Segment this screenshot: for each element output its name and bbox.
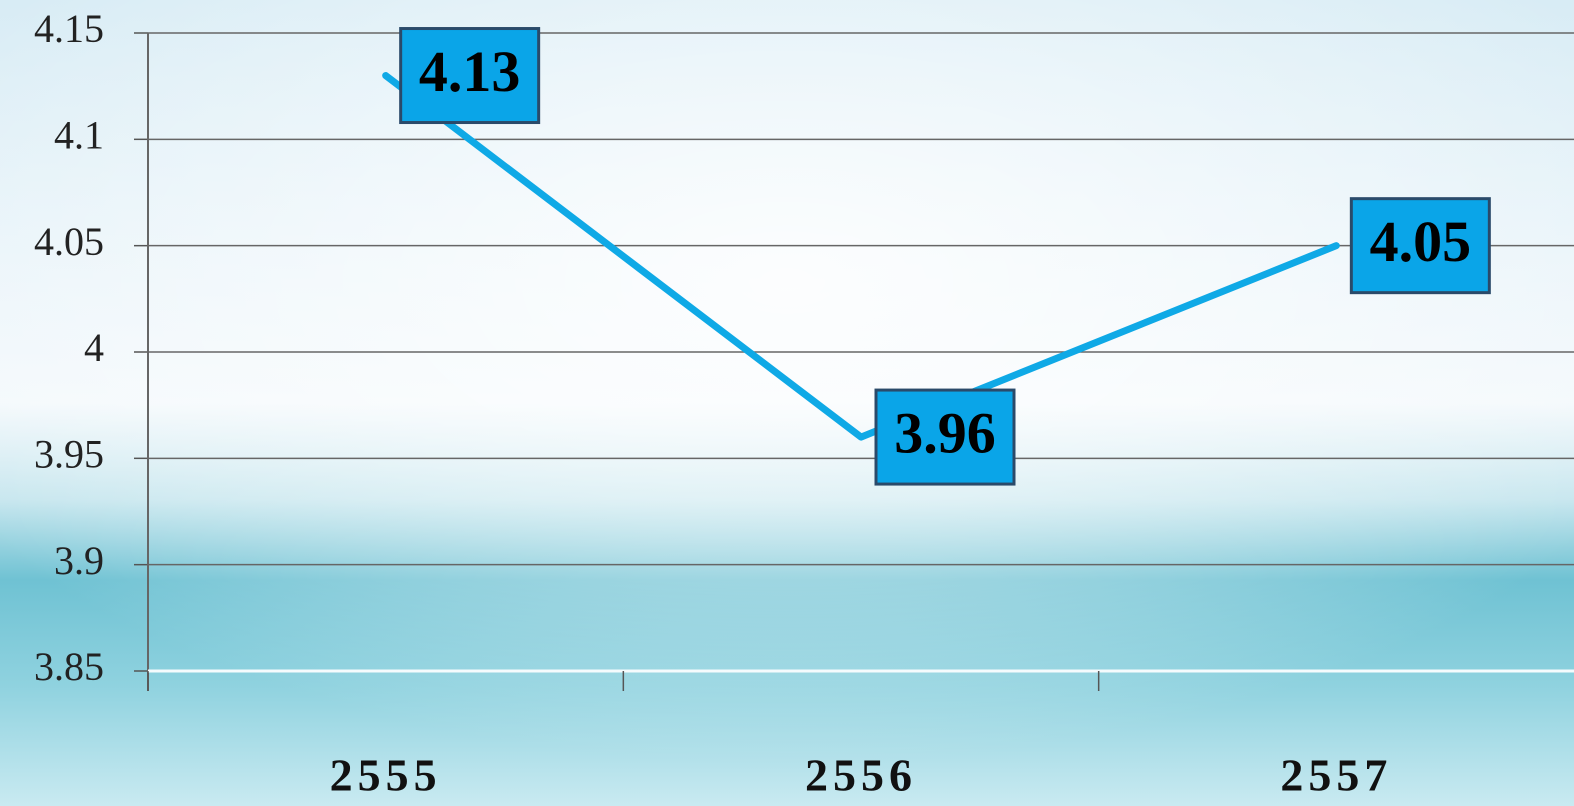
plot-area: 3.85 3.9 3.95 4 4.05 4.1 4.15 2555 2556 2557 4.13 3… <box>34 6 1574 801</box>
value-label: 4.05 <box>1370 209 1472 274</box>
value-label-box <box>1349 197 1491 295</box>
y-tick-label: 3.85 <box>34 644 104 689</box>
value-label-box <box>874 388 1016 486</box>
y-tick-label: 3.9 <box>54 538 104 583</box>
y-tick-label: 4 <box>84 325 104 370</box>
x-tick-label: 2557 <box>1280 750 1392 801</box>
y-tick-label: 4.15 <box>34 6 104 51</box>
line <box>382 72 1340 441</box>
y-tick-label: 3.95 <box>34 432 104 477</box>
value-label: 3.96 <box>894 400 996 465</box>
x-tick-label: 2555 <box>330 750 442 801</box>
x-tick-label: 2556 <box>805 750 917 801</box>
y-tick-label: 4.05 <box>34 219 104 264</box>
value-label-box <box>399 27 541 125</box>
value-label: 4.13 <box>419 39 521 104</box>
y-tick-label: 4.1 <box>54 113 104 158</box>
